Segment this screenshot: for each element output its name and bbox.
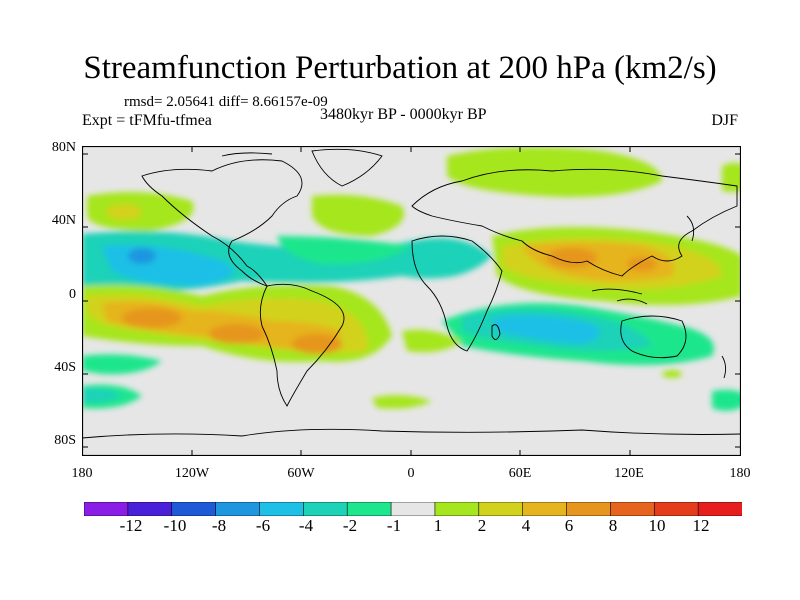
colorbar-swatch	[303, 502, 349, 516]
colorbar-label: 4	[521, 516, 531, 535]
colorbar-label: 1	[433, 516, 443, 535]
ticks	[82, 146, 741, 456]
lon-label-60e: 60E	[508, 466, 532, 481]
colorbar	[84, 502, 742, 516]
contour-fields	[82, 147, 741, 411]
colorbar-label: -4	[298, 516, 314, 535]
experiment-label: Expt = tFMfu-tfmea	[82, 112, 212, 129]
colorbar-swatch	[653, 502, 699, 516]
colorbar-swatch	[171, 502, 217, 516]
lat-label-40s: 40S	[54, 360, 76, 375]
lat-label-40n: 40N	[51, 213, 76, 228]
stats-text: rmsd= 2.05641 diff= 8.66157e-09	[124, 94, 328, 110]
colorbar-label: -10	[163, 516, 187, 535]
map-title: Streamfunction Perturbation at 200 hPa (…	[83, 50, 717, 86]
colorbar-label: -8	[211, 516, 227, 535]
colorbar-swatch	[697, 502, 742, 516]
colorbar-swatch	[522, 502, 568, 516]
colorbar-swatch	[259, 502, 305, 516]
colorbar-swatch	[127, 502, 173, 516]
season-label: DJF	[711, 112, 738, 129]
colorbar-swatch	[566, 502, 612, 516]
lon-label-60w: 60W	[287, 466, 315, 481]
colorbar-label: -12	[119, 516, 143, 535]
colorbar-label: 2	[477, 516, 487, 535]
period-label: 3480kyr BP - 0000kyr BP	[320, 106, 487, 123]
colorbar-swatch	[215, 502, 261, 516]
colorbar-label: 6	[564, 516, 574, 535]
colorbar-swatch	[478, 502, 524, 516]
lat-label-0: 0	[69, 287, 76, 302]
streamfunction-map	[82, 146, 741, 456]
colorbar-label: -1	[386, 516, 402, 535]
lon-label-120e: 120E	[614, 466, 644, 481]
lon-label-180e: 180	[729, 466, 751, 481]
colorbar-label: -6	[255, 516, 271, 535]
colorbar-label: -2	[342, 516, 358, 535]
colorbar-label: 12	[692, 516, 710, 535]
colorbar-label: 10	[648, 516, 666, 535]
colorbar-swatch	[390, 502, 436, 516]
lon-label-180w: 180	[71, 466, 93, 481]
colorbar-label: 8	[608, 516, 618, 535]
colorbar-swatch	[434, 502, 480, 516]
colorbar-swatch	[84, 502, 129, 516]
colorbar-swatch	[346, 502, 392, 516]
colorbar-swatch	[610, 502, 656, 516]
coastlines	[82, 148, 741, 439]
lon-label-0: 0	[407, 466, 415, 481]
lat-label-80s: 80S	[54, 433, 76, 448]
lat-label-80n: 80N	[51, 140, 76, 155]
lon-label-120w: 120W	[174, 466, 210, 481]
